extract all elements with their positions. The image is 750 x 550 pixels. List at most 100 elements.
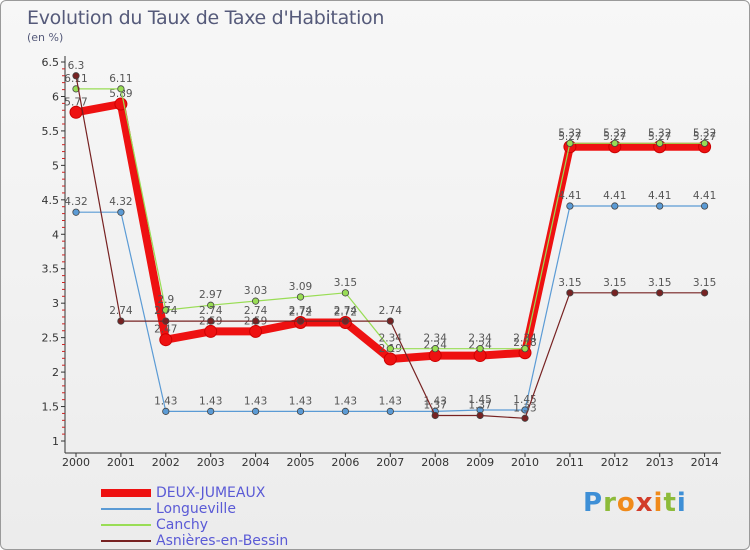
- data-point: [611, 289, 619, 297]
- data-point: [296, 317, 305, 325]
- data-label: 2.74: [199, 305, 223, 317]
- data-point: [162, 306, 170, 314]
- legend-swatch: [101, 508, 151, 510]
- data-point: [207, 317, 215, 325]
- logo-letter: t: [663, 488, 677, 518]
- data-point: [204, 324, 218, 338]
- data-label: 4.32: [64, 196, 87, 208]
- data-point: [566, 139, 574, 147]
- data-point: [162, 407, 170, 415]
- data-label: 1.33: [513, 402, 536, 414]
- data-label: 5.32: [558, 127, 581, 139]
- data-label: 3.15: [648, 277, 671, 289]
- data-label: 5.27: [693, 131, 716, 143]
- chart-unit-label: (en %): [27, 31, 64, 44]
- data-label: 4.41: [603, 190, 626, 202]
- data-label: 2.74: [289, 305, 313, 317]
- x-tick-label: 2000: [62, 456, 90, 469]
- x-tick-label: 2013: [646, 456, 674, 469]
- data-point: [341, 407, 349, 415]
- legend-label: Longueville: [156, 501, 236, 517]
- data-point: [521, 345, 529, 353]
- series-asni-res-en-bessin: 6.32.74 2.74 2.74 2.74 2.74 2.74 2.741.37 1.37 1…: [68, 60, 716, 422]
- data-point: [386, 407, 394, 415]
- data-point: [656, 202, 664, 210]
- data-label: 5.32: [693, 127, 716, 139]
- logo-letter: i: [653, 488, 664, 518]
- logo-letter: P: [583, 488, 604, 518]
- data-point: [252, 407, 260, 415]
- data-label: 5.32: [603, 127, 626, 139]
- data-label: 1.43: [379, 395, 402, 407]
- logo-letter: o: [616, 488, 636, 518]
- data-label: 3.03: [244, 285, 267, 297]
- data-label: 1.37: [468, 400, 491, 412]
- legend-swatch: [101, 540, 151, 542]
- data-point: [700, 289, 709, 297]
- logo-letter: r: [603, 488, 617, 518]
- y-tick-label: 1.5: [42, 401, 60, 414]
- x-tick-label: 2007: [376, 456, 404, 469]
- data-label: 5.27: [648, 131, 671, 143]
- x-tick-label: 2005: [287, 456, 315, 469]
- data-point: [117, 85, 125, 93]
- data-label: 6.3: [68, 60, 85, 72]
- y-tick-label: 6.5: [42, 56, 60, 69]
- data-point: [656, 289, 664, 297]
- x-tick-label: 2002: [152, 456, 180, 469]
- data-point: [296, 293, 305, 301]
- data-point: [117, 208, 125, 216]
- legend-swatch: [101, 524, 151, 526]
- x-tick-label: 2014: [691, 456, 719, 469]
- data-point: [431, 345, 439, 353]
- data-label: 3.15: [603, 277, 626, 289]
- data-label: 5.77: [64, 96, 87, 108]
- data-point: [117, 317, 125, 325]
- data-label: 1.43: [154, 395, 177, 407]
- data-label: 6.11: [109, 73, 132, 85]
- data-label: 3.15: [558, 277, 581, 289]
- data-label: 2.34: [424, 333, 448, 345]
- data-point: [341, 317, 349, 325]
- legend-label: Asnières-en-Bessin: [156, 533, 289, 549]
- y-tick-label: 2.5: [42, 332, 60, 345]
- data-point: [431, 411, 439, 420]
- y-tick-label: 1: [52, 435, 59, 448]
- y-tick-label: 5.5: [42, 125, 60, 138]
- data-label: 2.74: [334, 305, 358, 317]
- data-label: 1.45: [468, 394, 491, 406]
- y-tick-label: 2: [52, 366, 59, 379]
- y-tick-label: 5: [52, 159, 59, 172]
- data-label: 3.09: [289, 281, 312, 293]
- data-point: [700, 139, 709, 147]
- data-label: 5.89: [109, 88, 132, 100]
- data-point: [159, 333, 173, 347]
- series-longueville: 4.32 4.321.43 1.43 1.43 1.43 1.43 1.43 1.43 1.45…: [64, 190, 716, 415]
- data-label: 2.34: [379, 333, 403, 345]
- x-tick-label: 2004: [242, 456, 270, 469]
- data-label: 2.28: [513, 337, 536, 349]
- y-tick-label: 3.5: [42, 263, 60, 276]
- data-point: [476, 345, 484, 353]
- data-label: 1.43: [199, 395, 222, 407]
- data-label: 2.34: [513, 333, 537, 345]
- data-label: 1.43: [244, 395, 267, 407]
- data-point: [162, 317, 170, 325]
- data-label: 2.72: [334, 306, 357, 318]
- data-point: [386, 345, 394, 353]
- data-point: [72, 72, 80, 80]
- data-label: 3.15: [693, 277, 716, 289]
- x-tick-label: 2010: [511, 456, 539, 469]
- y-tick-label: 4.5: [42, 194, 60, 207]
- data-label: 2.72: [289, 306, 312, 318]
- x-tick-label: 2012: [601, 456, 629, 469]
- data-point: [521, 414, 529, 422]
- data-point: [207, 407, 215, 415]
- data-label: 5.32: [648, 127, 671, 139]
- data-label: 2.9: [157, 294, 174, 306]
- legend-label: Canchy: [156, 517, 209, 533]
- x-tick-label: 2009: [466, 456, 494, 469]
- data-label: 2.74: [244, 305, 268, 317]
- data-label: 2.97: [199, 289, 222, 301]
